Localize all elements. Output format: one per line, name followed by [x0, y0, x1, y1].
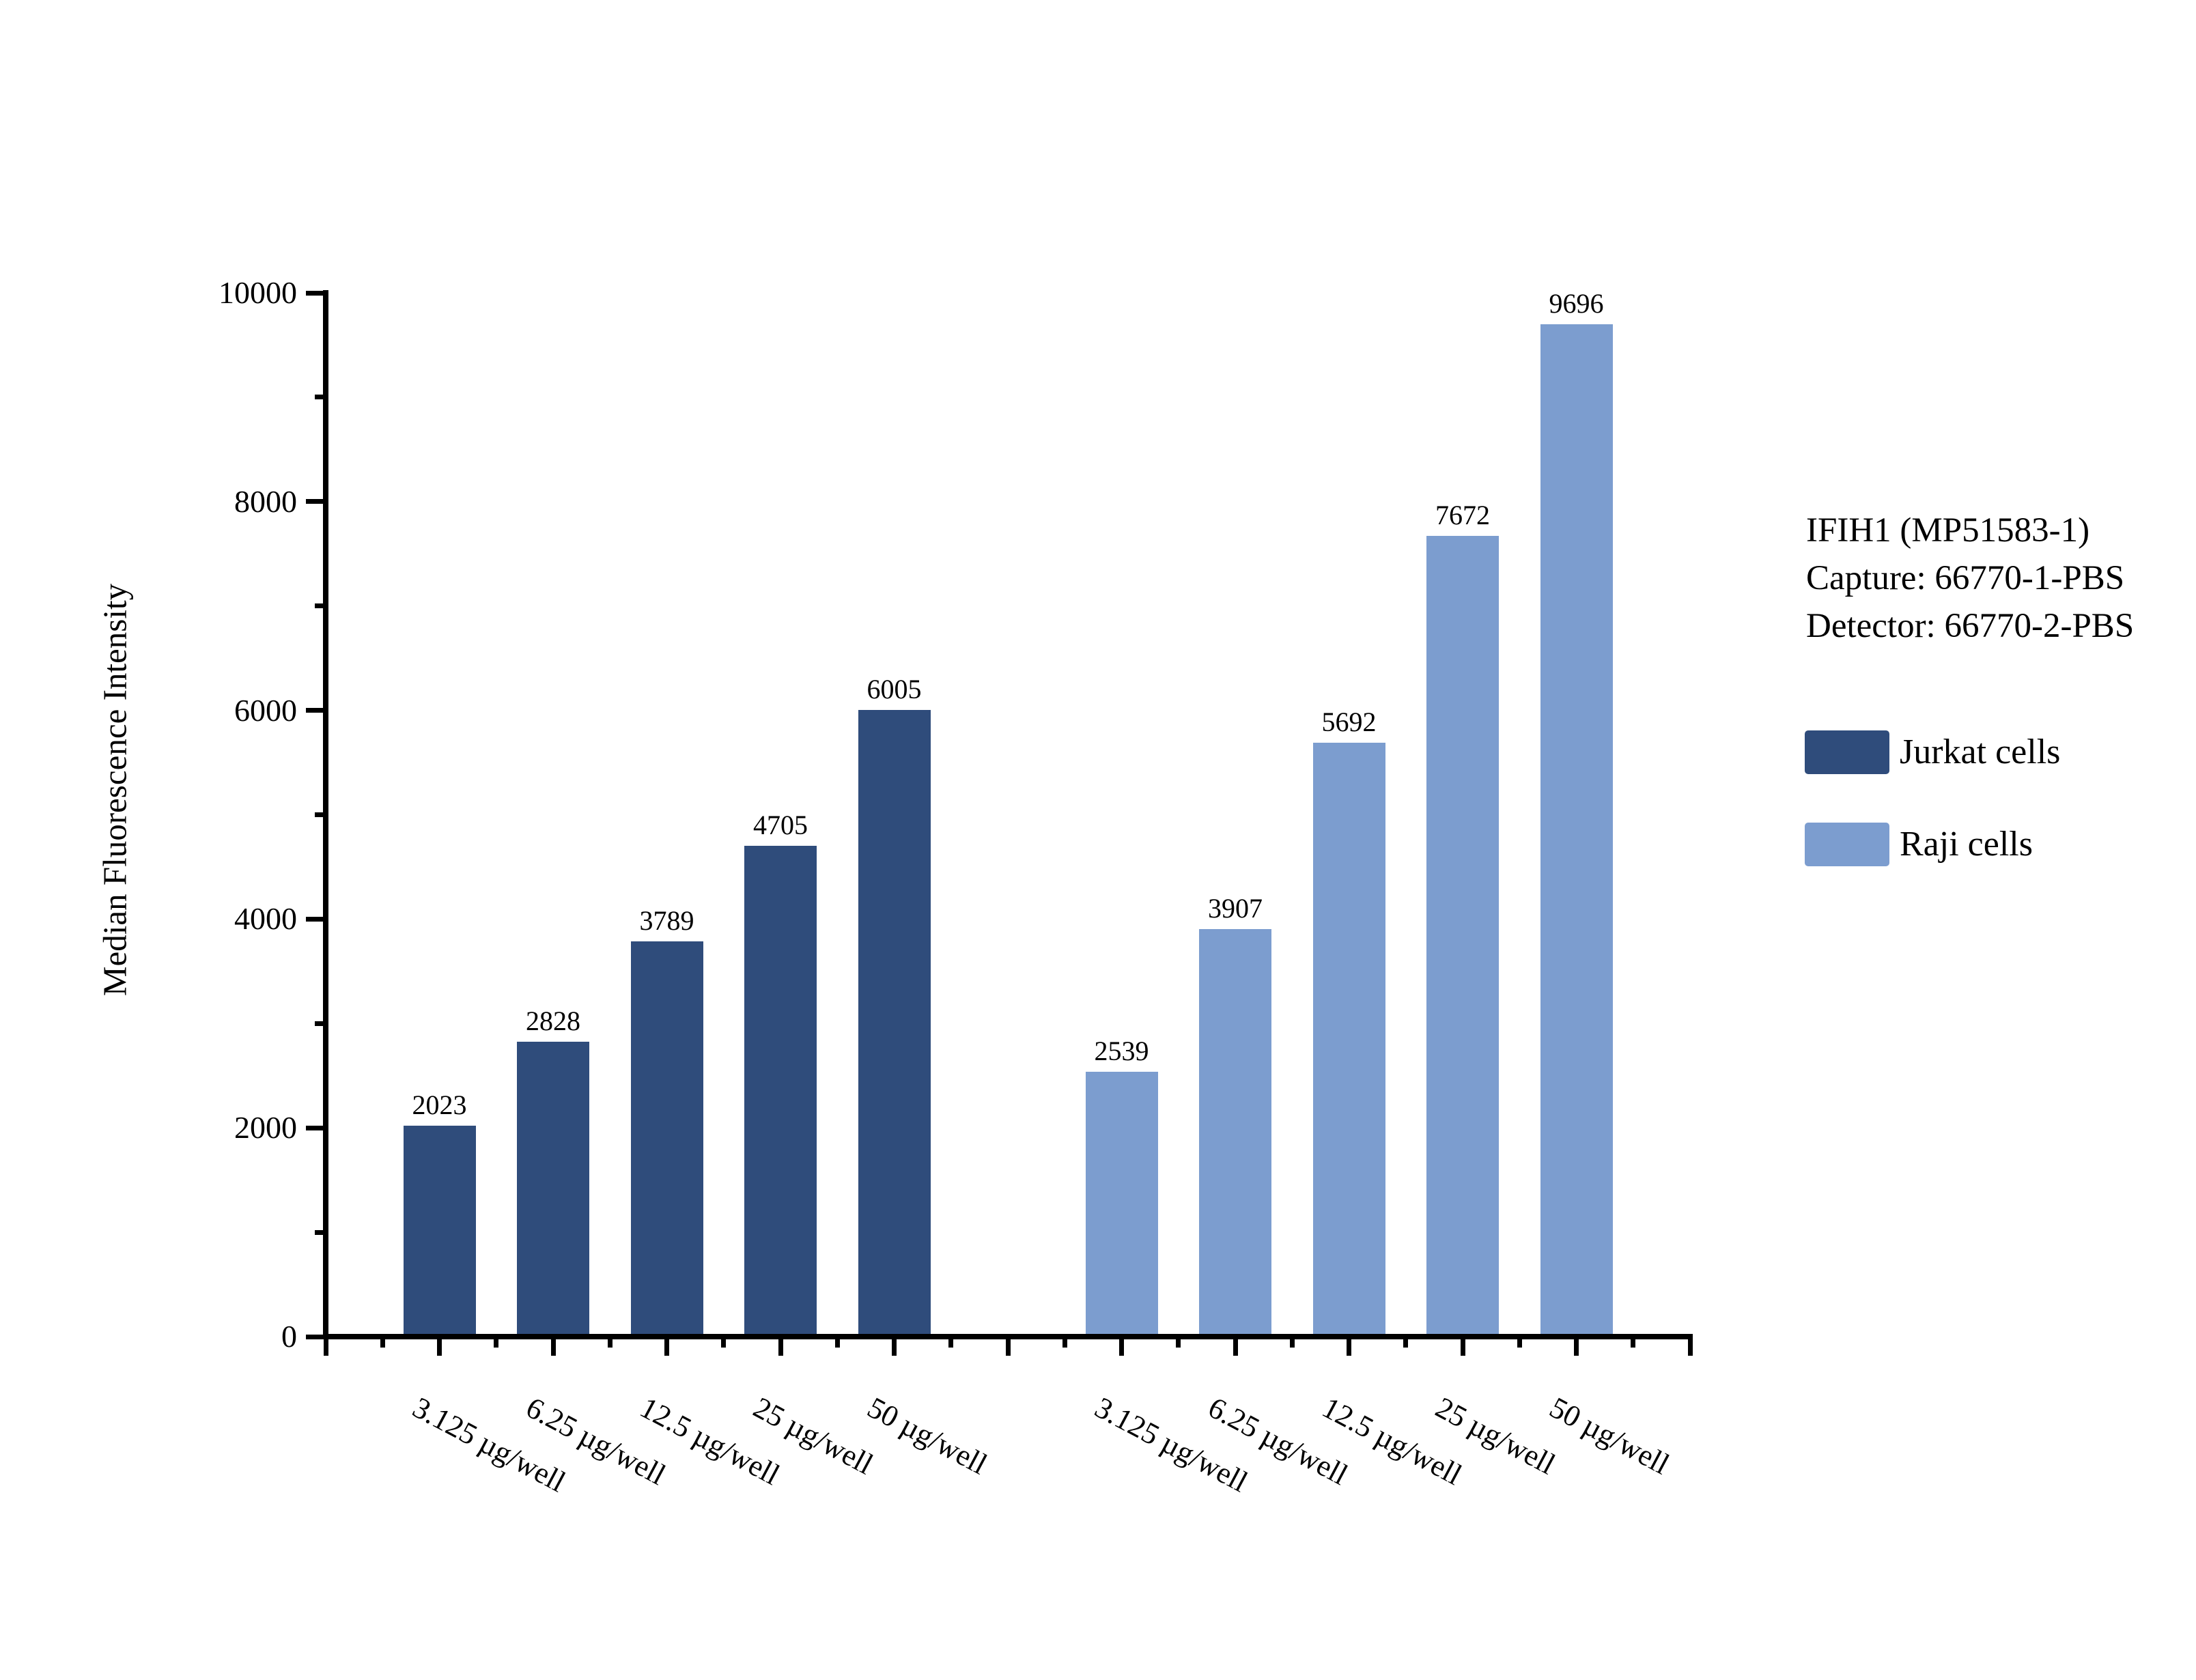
y-axis-major-tick — [306, 1125, 326, 1130]
bar-raji-cells-50-g-well — [1540, 324, 1613, 1337]
legend-label-jurkat-cells: Jurkat cells — [1900, 732, 2061, 771]
y-axis-major-tick — [306, 916, 326, 922]
y-tick-label: 6000 — [234, 692, 297, 728]
y-axis-major-tick — [306, 290, 326, 296]
bar-raji-cells-3-125-g-well — [1085, 1071, 1158, 1337]
x-axis-major-tick — [1574, 1338, 1579, 1356]
bar-jurkat-cells-25-g-well — [744, 845, 817, 1337]
x-axis-minor-tick — [607, 1338, 613, 1348]
bar-value-label: 3789 — [639, 905, 694, 936]
x-axis-major-tick — [1460, 1338, 1465, 1356]
bar-jurkat-cells-3-125-g-well — [403, 1125, 476, 1337]
x-axis-major-tick — [1233, 1338, 1238, 1356]
x-axis-minor-tick — [834, 1338, 840, 1348]
legend-swatch-raji-cells — [1805, 823, 1889, 866]
bar-raji-cells-6-25-g-well — [1199, 928, 1271, 1337]
y-tick-label: 8000 — [234, 483, 297, 519]
bar-value-label: 3907 — [1208, 892, 1263, 924]
bar-value-label: 6005 — [867, 673, 922, 704]
x-axis-minor-tick — [1631, 1338, 1636, 1348]
y-axis-minor-tick — [315, 1229, 326, 1235]
bar-raji-cells-25-g-well — [1426, 535, 1499, 1337]
bar-value-label: 5692 — [1321, 706, 1377, 737]
x-axis-minor-tick — [1289, 1338, 1295, 1348]
y-axis-minor-tick — [315, 812, 326, 817]
x-axis-major-tick — [664, 1338, 669, 1356]
x-axis-minor-tick — [948, 1338, 954, 1348]
x-tick-label: 50 µg/well — [1544, 1390, 1675, 1481]
bar-value-label: 7672 — [1435, 499, 1490, 530]
x-axis-major-tick — [323, 1338, 328, 1356]
x-axis-major-tick — [437, 1338, 442, 1356]
y-axis-major-tick — [306, 1334, 326, 1339]
bar-value-label: 2539 — [1094, 1035, 1149, 1066]
bar-jurkat-cells-50-g-well — [858, 709, 931, 1337]
y-axis-major-tick — [306, 499, 326, 504]
x-axis-minor-tick — [721, 1338, 727, 1348]
x-axis-major-tick — [1005, 1338, 1011, 1356]
y-axis-minor-tick — [315, 1021, 326, 1026]
y-axis-line — [323, 290, 328, 1339]
x-axis-minor-tick — [1062, 1338, 1067, 1348]
bar-value-label: 2828 — [526, 1005, 580, 1036]
bar-value-label: 9696 — [1549, 288, 1604, 319]
x-axis-major-tick — [550, 1338, 556, 1356]
bar-raji-cells-12-5-g-well — [1312, 742, 1385, 1337]
x-axis-minor-tick — [380, 1338, 385, 1348]
bar-value-label: 2023 — [412, 1089, 467, 1120]
bar-value-label: 4705 — [753, 809, 808, 840]
y-tick-label: 10000 — [219, 275, 297, 310]
y-tick-label: 4000 — [234, 901, 297, 937]
x-axis-major-tick — [892, 1338, 897, 1356]
x-axis-major-tick — [1687, 1338, 1693, 1356]
y-tick-label: 2000 — [234, 1110, 297, 1145]
x-axis-minor-tick — [1176, 1338, 1181, 1348]
x-axis-minor-tick — [1403, 1338, 1409, 1348]
y-axis-major-tick — [306, 708, 326, 713]
bar-jurkat-cells-6-25-g-well — [517, 1041, 589, 1337]
y-axis-minor-tick — [315, 603, 326, 609]
legend-swatch-jurkat-cells — [1805, 730, 1889, 774]
x-axis-line — [323, 1334, 1693, 1339]
y-axis-minor-tick — [315, 395, 326, 400]
legend-info-line-1: IFIH1 (MP51583-1) — [1806, 511, 2090, 550]
x-axis-minor-tick — [1517, 1338, 1522, 1348]
bar-jurkat-cells-12-5-g-well — [630, 941, 703, 1337]
y-tick-label: 0 — [281, 1319, 297, 1354]
x-axis-major-tick — [1347, 1338, 1351, 1356]
x-axis-major-tick — [1119, 1338, 1124, 1356]
legend-info-line-2: Capture: 66770-1-PBS — [1806, 559, 2125, 597]
x-axis-major-tick — [778, 1338, 783, 1356]
legend-info-line-3: Detector: 66770-2-PBS — [1806, 607, 2135, 645]
x-tick-label: 50 µg/well — [862, 1390, 993, 1481]
legend-label-raji-cells: Raji cells — [1900, 825, 2033, 864]
x-axis-minor-tick — [494, 1338, 499, 1348]
